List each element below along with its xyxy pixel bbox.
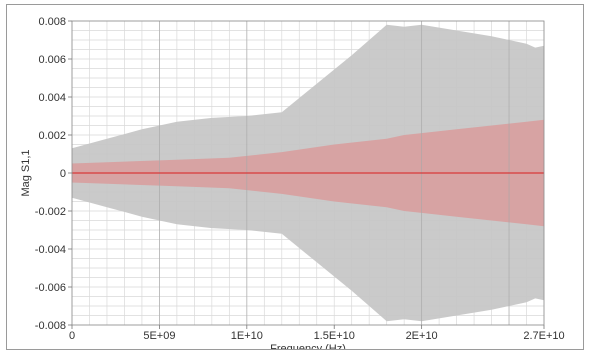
x-tick-label: 5E+09 [143,330,175,342]
y-tick-label: 0.004 [38,92,66,104]
x-tick-label: 1.5E+10 [314,330,355,342]
s11-uncertainty-chart: 0.008 0.006 0.004 0.002 0 -0.002 -0.004 -0.006 -… [20,16,565,355]
y-tick-label: -0.006 [35,282,66,294]
y-tick-label: -0.004 [35,244,66,256]
x-tick-label: 2.7E+10 [523,330,564,342]
y-tick-label: -0.008 [35,320,66,332]
x-tick-label: 1E+10 [231,330,263,342]
y-tick-label: -0.002 [35,206,66,218]
y-tick-label: 0.008 [38,16,66,28]
x-tick-label: 0 [69,330,75,342]
x-axis-title: Frequency (Hz) [270,343,346,349]
chart-frame: 0.008 0.006 0.004 0.002 0 -0.002 -0.004 -0.006 -… [6,4,584,355]
y-tick-label: 0.002 [38,130,66,142]
y-axis-title: Mag S1,1 [20,149,32,196]
y-tick-label: 0 [60,168,66,180]
y-tick-label: 0.006 [38,54,66,66]
x-tick-label: 2E+10 [406,330,438,342]
